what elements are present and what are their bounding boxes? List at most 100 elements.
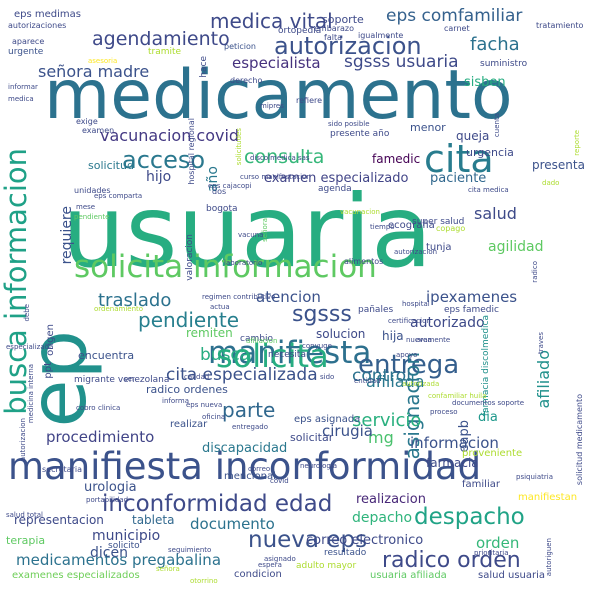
word-cloud-term: nueva eps	[248, 527, 368, 553]
word-cloud-term: mese	[76, 203, 96, 211]
word-cloud-term: curso manifestacion	[240, 173, 311, 181]
word-cloud-term: autorizado	[410, 315, 485, 331]
word-cloud-term: clinica	[98, 404, 121, 412]
word-cloud-term: solicitudes	[235, 128, 243, 166]
word-cloud-term: solicita	[216, 337, 329, 375]
word-cloud-term: autorizacion	[19, 418, 27, 462]
word-cloud-term: discolmedica sas	[250, 154, 310, 162]
word-cloud-term: examen especializado	[264, 171, 409, 186]
word-cloud-term: tunja	[426, 242, 452, 253]
word-cloud-term: oficina	[202, 413, 226, 421]
word-cloud-term: suministro	[480, 59, 528, 69]
word-cloud-term: debe	[23, 304, 31, 322]
word-cloud-term: salud total	[6, 511, 43, 519]
word-cloud-term: sisben	[464, 75, 506, 90]
word-cloud-term: examen	[82, 126, 115, 135]
word-cloud-term: salud usuaria	[478, 570, 546, 581]
word-cloud-term: pañales	[358, 305, 394, 315]
word-cloud-term: dado	[542, 179, 560, 187]
word-cloud-term: asignado	[264, 555, 296, 563]
word-cloud-term: municipio	[92, 528, 161, 544]
word-cloud-term: portabilidad	[86, 496, 129, 504]
word-cloud-term: eps famedic	[444, 305, 499, 315]
word-cloud-term: urgencia	[466, 146, 514, 159]
word-cloud-term: remiten	[186, 326, 233, 340]
word-cloud-term: calidad	[184, 373, 210, 381]
word-cloud-term: confamiliar huila	[428, 392, 487, 400]
word-cloud-term: hace	[199, 56, 209, 78]
word-cloud-term: dicen	[90, 545, 128, 561]
word-cloud-term: representacion	[14, 513, 104, 527]
word-cloud-term: documento	[190, 515, 275, 533]
word-cloud-term: informacion	[410, 434, 499, 452]
word-cloud-term: cita	[424, 137, 494, 181]
word-cloud-term: inconformidad edad	[102, 491, 333, 517]
word-cloud-term: documentos soporte	[452, 399, 525, 407]
word-cloud-term: pendiente	[138, 308, 240, 332]
word-cloud-term: agendamiento	[92, 28, 230, 50]
word-cloud-term: resultado	[324, 548, 367, 558]
word-cloud-term: seguimiento	[168, 546, 212, 554]
word-cloud-term: origen	[45, 324, 56, 356]
word-cloud-term: radico orden	[382, 548, 521, 573]
word-cloud-term: unidades	[74, 186, 111, 195]
word-cloud-term: afiliacion	[246, 337, 278, 345]
word-cloud-term: ordenamiento	[94, 305, 144, 313]
word-cloud-term: ecografia	[388, 220, 435, 231]
word-cloud-term: radico	[531, 261, 539, 283]
word-cloud-term: dia	[478, 410, 498, 425]
word-cloud-term: eps comfamiliar	[386, 6, 523, 26]
word-cloud-term: queja	[456, 129, 490, 143]
word-cloud-term: procedimiento	[46, 428, 155, 446]
word-cloud-term: vacuna	[238, 231, 264, 239]
word-cloud-term: manifiestan	[518, 492, 578, 503]
word-cloud-term: solucion	[316, 327, 366, 341]
word-cloud-term: examenes especializados	[12, 570, 140, 581]
word-cloud-term: prioritaria	[474, 549, 509, 557]
word-cloud-term: hija	[382, 329, 404, 343]
word-cloud-term: vacunacion covid	[100, 126, 240, 145]
word-cloud-term: actua	[210, 303, 230, 311]
word-cloud-term: eps medimas	[14, 9, 81, 20]
word-cloud-term: pendiente	[74, 213, 110, 221]
word-cloud-term: despacho	[414, 504, 525, 530]
word-cloud-term: hijo	[146, 169, 172, 185]
word-cloud-term: urologia	[84, 480, 137, 495]
word-cloud-term: usuaria afiliada	[370, 570, 447, 581]
word-cloud-term: derecho	[230, 76, 263, 85]
word-cloud-term: autoriguen	[545, 538, 553, 577]
word-cloud-term: mencional	[224, 471, 276, 482]
word-cloud-term: farmacia	[426, 456, 479, 470]
word-cloud-term: correo electronico	[306, 533, 424, 548]
word-cloud-term: famedic	[372, 152, 421, 166]
word-cloud-term: eps asignada	[294, 414, 361, 425]
word-cloud-term: especializada	[6, 343, 54, 351]
word-cloud-term: señora	[156, 565, 180, 573]
word-cloud-term: tramite	[148, 47, 182, 57]
word-cloud-term: afiliada	[366, 372, 425, 391]
word-cloud-term: consulta	[244, 146, 325, 168]
word-cloud-term: exige	[76, 117, 98, 126]
word-cloud-term: vacunacion	[340, 208, 380, 216]
word-cloud-term: espera	[258, 561, 282, 569]
word-cloud-term: familiar	[462, 479, 500, 490]
word-cloud-term: cobro	[76, 404, 96, 412]
word-cloud-term: eps nueva	[186, 401, 223, 409]
word-cloud-term: asesoria	[88, 57, 118, 65]
word-cloud-term: proceso	[430, 408, 458, 416]
word-cloud-term: manifiesta inconformidad	[8, 445, 482, 488]
word-cloud-term: usuaria	[62, 173, 433, 290]
word-cloud-term: realizar	[170, 419, 208, 430]
word-cloud-term: nuevamente	[406, 336, 451, 344]
word-cloud-term: copago	[436, 224, 466, 233]
word-cloud-term: medicamento	[44, 56, 513, 135]
word-cloud-term: condicion	[234, 569, 282, 580]
word-cloud-term: neurologia	[300, 462, 338, 470]
word-cloud-term: cirugia	[322, 422, 373, 440]
word-cloud-term: hospital regional	[187, 118, 196, 185]
word-cloud-term: informa	[162, 397, 189, 405]
word-cloud-term: atencion	[256, 288, 321, 306]
word-cloud-term: mipres	[260, 102, 284, 110]
word-cloud-term: acceso	[122, 146, 206, 174]
